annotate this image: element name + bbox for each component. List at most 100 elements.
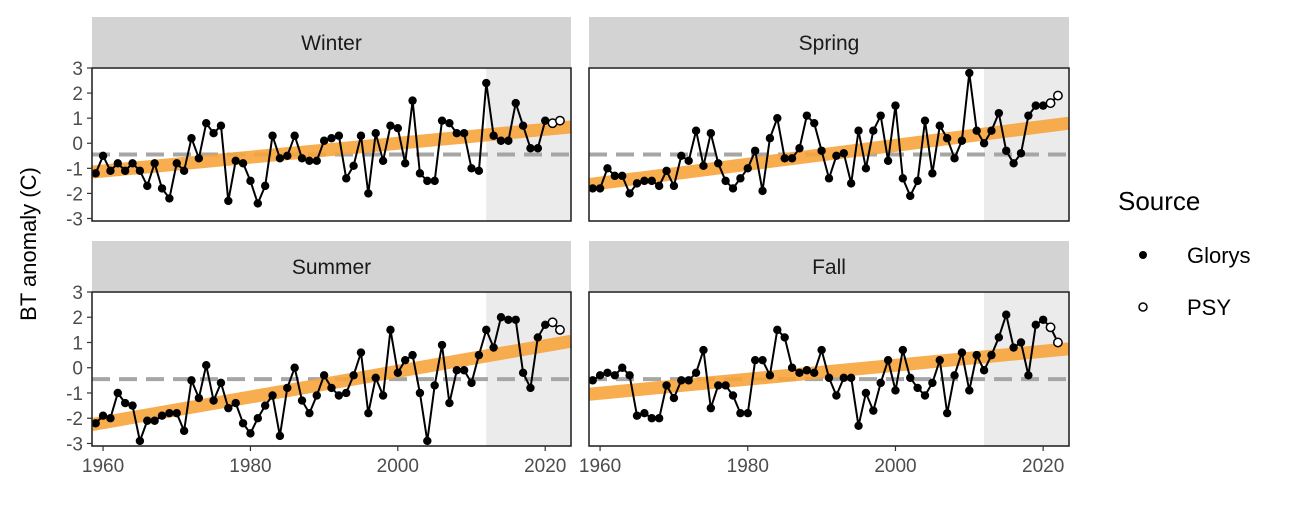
glorys-point <box>120 398 130 408</box>
glorys-point <box>157 184 167 193</box>
glorys-point <box>364 189 373 198</box>
glorys-point <box>1031 320 1040 330</box>
glorys-point <box>400 355 410 365</box>
glorys-point <box>824 373 834 383</box>
glorys-point <box>1009 343 1018 352</box>
glorys-point <box>150 416 159 425</box>
panel-strip <box>92 17 571 67</box>
y-tick-label: 3 <box>72 283 83 304</box>
glorys-point <box>920 116 930 125</box>
glorys-point <box>246 429 255 438</box>
glorys-point <box>496 313 506 322</box>
glorys-point <box>773 113 782 123</box>
glorys-point <box>423 176 432 186</box>
glorys-point <box>588 376 597 385</box>
glorys-point <box>795 368 804 377</box>
glorys-point <box>459 129 469 138</box>
glorys-point <box>268 131 277 140</box>
y-tick-label: -2 <box>66 409 83 430</box>
glorys-point <box>150 159 159 168</box>
y-axis-label: BT anomaly (C) <box>16 167 41 321</box>
glorys-point <box>928 169 937 178</box>
glorys-point <box>802 366 812 375</box>
glorys-point <box>393 368 403 377</box>
glorys-point <box>224 196 233 206</box>
glorys-point <box>364 408 373 418</box>
glorys-point <box>632 179 642 188</box>
psy-point <box>1045 98 1056 109</box>
glorys-point <box>356 131 366 140</box>
panel-spring: Spring <box>588 17 1070 222</box>
glorys-point <box>625 189 634 198</box>
glorys-point <box>883 355 893 365</box>
panel-summer: Summer -3 -2 -1 0 1 2 3 1960 1980 2000 2020 <box>66 241 573 477</box>
glorys-point <box>415 388 425 398</box>
glorys-point <box>913 383 922 393</box>
glorys-point <box>91 419 100 428</box>
glorys-point <box>817 146 826 155</box>
y-tick-label: 1 <box>72 109 83 130</box>
glorys-point <box>378 391 388 400</box>
glorys-point <box>1024 111 1033 120</box>
glorys-point <box>677 376 686 385</box>
glorys-point <box>706 129 716 138</box>
glorys-point <box>290 363 299 372</box>
glorys-point <box>684 156 693 166</box>
glorys-point <box>467 378 476 388</box>
glorys-point <box>699 161 708 171</box>
glorys-point <box>773 325 782 335</box>
glorys-point <box>179 166 189 176</box>
glorys-point <box>935 121 944 130</box>
glorys-point <box>342 174 351 183</box>
glorys-point <box>883 156 893 166</box>
glorys-point <box>400 159 410 168</box>
glorys-point <box>106 166 115 176</box>
glorys-point <box>1038 101 1048 110</box>
glorys-point <box>290 131 299 140</box>
glorys-point <box>297 154 307 163</box>
glorys-point <box>98 151 108 160</box>
panel-title: Fall <box>812 256 846 279</box>
y-tick-label: 0 <box>72 134 83 155</box>
glorys-point <box>824 174 834 183</box>
glorys-point <box>647 414 656 423</box>
glorys-point <box>920 391 930 400</box>
glorys-point <box>898 174 908 183</box>
y-tick-label: 2 <box>72 308 83 329</box>
glorys-point <box>595 184 605 193</box>
psy-point <box>1052 90 1063 101</box>
glorys-point <box>165 408 174 418</box>
panel-border <box>588 67 1070 222</box>
glorys-point <box>489 343 498 352</box>
glorys-point <box>474 166 484 176</box>
glorys-point <box>202 118 211 128</box>
glorys-point <box>216 378 226 388</box>
glorys-point <box>445 118 454 128</box>
glorys-point <box>275 431 285 441</box>
y-tick-label: -1 <box>66 384 83 405</box>
glorys-point <box>861 164 871 173</box>
glorys-point <box>994 108 1004 118</box>
panel-border <box>588 291 1070 447</box>
glorys-point <box>942 408 952 418</box>
glorys-point <box>430 176 439 186</box>
glorys-point <box>669 393 679 403</box>
glorys-point <box>1009 159 1018 168</box>
glorys-point <box>246 176 255 186</box>
glorys-point <box>120 166 130 176</box>
glorys-point <box>143 181 152 191</box>
glorys-point <box>846 373 856 383</box>
glorys-point <box>467 164 476 173</box>
glorys-point <box>187 376 196 385</box>
glorys-point <box>283 151 292 160</box>
panel-border <box>91 67 572 222</box>
glorys-point <box>349 371 358 380</box>
glorys-point <box>669 181 679 191</box>
glorys-point <box>489 131 498 140</box>
glorys-point <box>297 396 307 405</box>
glorys-point <box>128 401 137 410</box>
y-tick-label: -1 <box>66 159 83 180</box>
glorys-point <box>743 164 752 173</box>
glorys-point <box>662 166 671 176</box>
